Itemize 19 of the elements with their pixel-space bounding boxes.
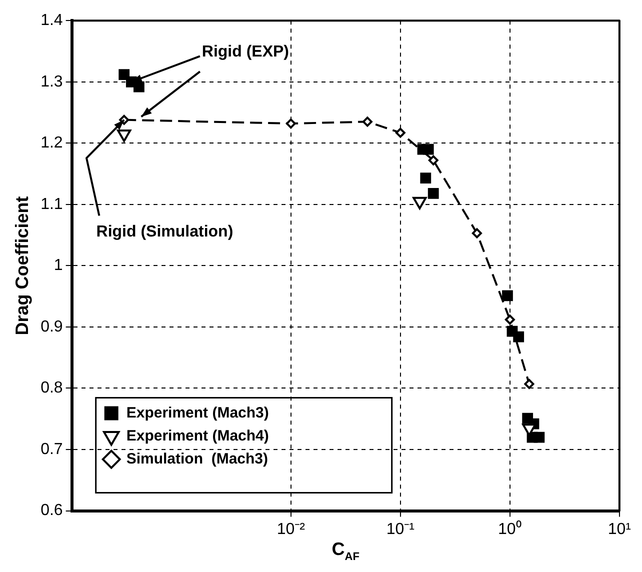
y-tick-label: 1 (54, 257, 63, 274)
x-tick-label: 10⁰ (498, 520, 522, 538)
y-tick-label: 1.1 (40, 196, 63, 213)
y-tick-label: 1.2 (40, 134, 63, 152)
y-axis-title: Drag Coefficient (12, 196, 32, 336)
y-tick-label: 0.8 (40, 380, 63, 397)
legend-label: Simulation (Mach3) (126, 450, 268, 468)
y-tick-label: 1.3 (40, 73, 63, 90)
y-tick-label: 0.9 (40, 318, 63, 336)
x-tick-label: 10⁻² (276, 520, 306, 538)
x-tick-label: 10¹ (608, 520, 631, 538)
annotation: Rigid (EXP) (202, 44, 290, 61)
y-tick-label: 0.6 (40, 502, 63, 520)
y-tick-label: 0.7 (40, 440, 63, 458)
annotation: Rigid (Simulation) (96, 223, 234, 240)
legend-label: Experiment (Mach3) (126, 404, 269, 422)
x-tick-label: 10⁻¹ (386, 520, 414, 538)
y-tick-label: 1.4 (40, 12, 63, 30)
legend-label: Experiment (Mach4) (126, 427, 269, 444)
